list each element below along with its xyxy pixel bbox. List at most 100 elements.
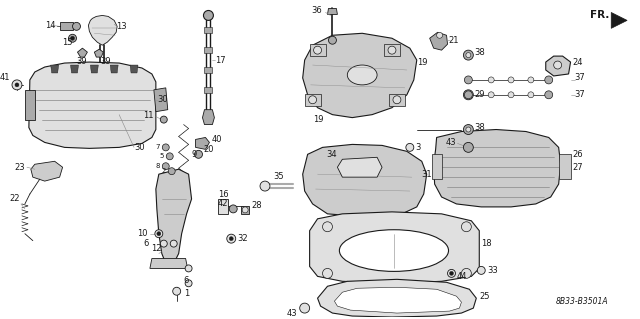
Polygon shape xyxy=(130,65,138,73)
Circle shape xyxy=(465,91,472,99)
Circle shape xyxy=(463,142,474,152)
Text: 27: 27 xyxy=(573,163,583,172)
Polygon shape xyxy=(204,67,212,73)
Text: 33: 33 xyxy=(487,266,498,275)
Text: 36: 36 xyxy=(312,6,323,15)
Polygon shape xyxy=(31,161,63,181)
Polygon shape xyxy=(328,9,337,14)
Circle shape xyxy=(260,181,270,191)
Polygon shape xyxy=(310,44,326,56)
Text: 12: 12 xyxy=(151,244,162,253)
Polygon shape xyxy=(611,12,627,28)
Text: 41: 41 xyxy=(0,73,10,82)
Text: 35: 35 xyxy=(273,172,284,181)
Polygon shape xyxy=(156,169,191,263)
Circle shape xyxy=(185,265,192,272)
Text: 21: 21 xyxy=(449,36,459,45)
Circle shape xyxy=(160,240,167,247)
Text: 19: 19 xyxy=(312,115,323,124)
Text: 5: 5 xyxy=(159,153,164,159)
Text: 18: 18 xyxy=(481,239,492,248)
Text: 14: 14 xyxy=(45,21,55,30)
Circle shape xyxy=(545,76,553,84)
Circle shape xyxy=(229,237,233,241)
Circle shape xyxy=(155,230,163,238)
Polygon shape xyxy=(429,32,447,50)
Text: 42: 42 xyxy=(218,199,228,208)
Circle shape xyxy=(300,303,310,313)
Polygon shape xyxy=(204,87,212,93)
Text: 34: 34 xyxy=(327,150,337,159)
Text: 6: 6 xyxy=(143,239,149,248)
Text: 20: 20 xyxy=(204,145,214,154)
Polygon shape xyxy=(389,94,405,106)
Polygon shape xyxy=(60,22,72,30)
Circle shape xyxy=(436,32,443,38)
Text: 13: 13 xyxy=(116,22,127,31)
Circle shape xyxy=(160,116,167,123)
Circle shape xyxy=(465,76,472,84)
Polygon shape xyxy=(559,154,570,179)
Circle shape xyxy=(12,80,22,90)
Circle shape xyxy=(488,77,494,83)
Text: 38: 38 xyxy=(474,48,485,57)
Text: 43: 43 xyxy=(287,308,298,317)
Circle shape xyxy=(195,150,202,158)
Circle shape xyxy=(528,77,534,83)
Circle shape xyxy=(163,144,169,151)
Text: 19: 19 xyxy=(417,57,428,67)
Circle shape xyxy=(323,222,332,232)
Polygon shape xyxy=(196,137,209,149)
Text: 8B33-B3501A: 8B33-B3501A xyxy=(556,297,608,306)
Polygon shape xyxy=(303,145,427,217)
Circle shape xyxy=(463,124,474,135)
Text: 38: 38 xyxy=(474,123,485,132)
Text: 17: 17 xyxy=(216,56,226,64)
Circle shape xyxy=(461,268,471,278)
Circle shape xyxy=(466,53,471,58)
Circle shape xyxy=(173,287,180,295)
Polygon shape xyxy=(384,44,400,56)
Text: 24: 24 xyxy=(573,57,583,67)
Text: 40: 40 xyxy=(211,135,222,144)
Circle shape xyxy=(242,207,248,213)
Circle shape xyxy=(461,222,471,232)
Circle shape xyxy=(229,205,237,213)
Polygon shape xyxy=(434,130,561,207)
Text: 25: 25 xyxy=(479,292,490,301)
Circle shape xyxy=(170,240,177,247)
Ellipse shape xyxy=(339,230,449,271)
Polygon shape xyxy=(154,88,168,112)
Text: 2: 2 xyxy=(161,168,166,174)
Polygon shape xyxy=(335,287,461,313)
Text: 10: 10 xyxy=(138,229,148,238)
Circle shape xyxy=(68,34,77,42)
Text: 30: 30 xyxy=(134,143,145,152)
Text: 31: 31 xyxy=(422,170,433,179)
Polygon shape xyxy=(305,94,321,106)
Circle shape xyxy=(477,266,485,274)
Polygon shape xyxy=(77,48,88,57)
Circle shape xyxy=(157,232,161,236)
Text: 37: 37 xyxy=(575,90,585,99)
Polygon shape xyxy=(546,56,570,76)
Circle shape xyxy=(545,91,553,99)
Text: 15: 15 xyxy=(63,38,73,47)
Polygon shape xyxy=(204,47,212,53)
Circle shape xyxy=(15,83,19,87)
Circle shape xyxy=(388,46,396,54)
Text: 29: 29 xyxy=(474,90,485,99)
Text: FR.: FR. xyxy=(590,11,610,20)
Circle shape xyxy=(323,268,332,278)
Circle shape xyxy=(508,92,514,98)
Circle shape xyxy=(393,96,401,104)
Circle shape xyxy=(488,92,494,98)
Polygon shape xyxy=(218,199,228,214)
Text: 30: 30 xyxy=(157,95,168,104)
Circle shape xyxy=(314,46,321,54)
Circle shape xyxy=(406,144,414,151)
Text: 37: 37 xyxy=(575,73,585,82)
Text: 44: 44 xyxy=(456,272,467,281)
Polygon shape xyxy=(310,212,479,283)
Text: 3: 3 xyxy=(416,143,421,152)
